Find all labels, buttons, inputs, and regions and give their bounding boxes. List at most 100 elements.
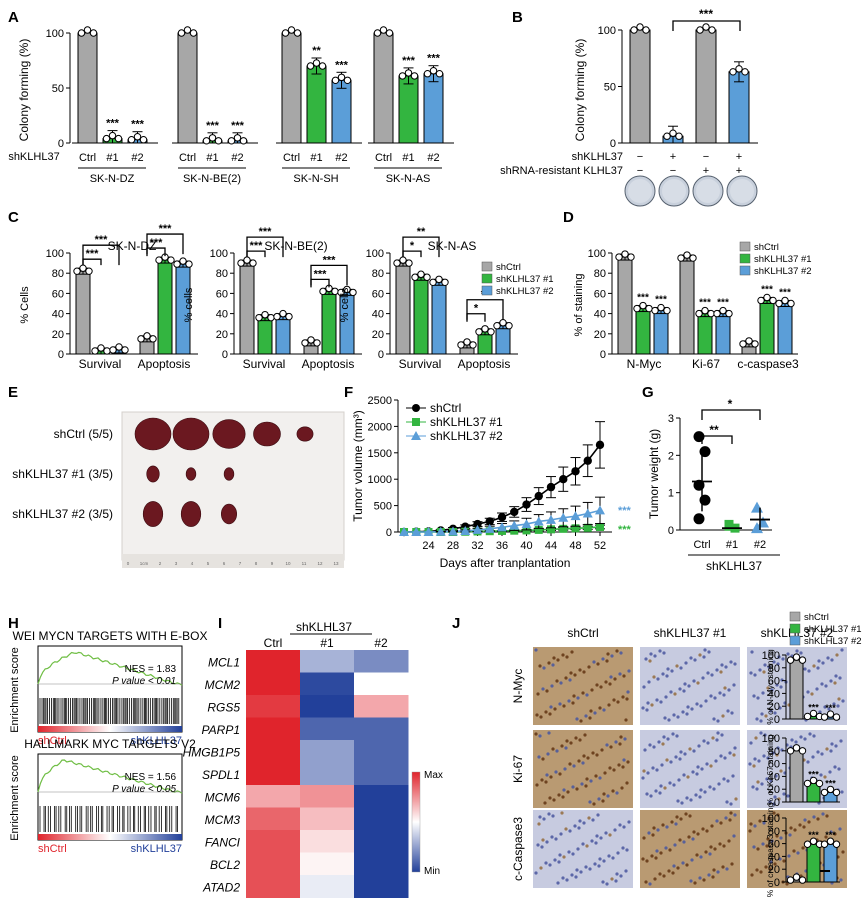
- panel-a-tick: #2: [335, 152, 347, 164]
- ihc-nucleus: [541, 757, 545, 761]
- ihc-nucleus: [575, 787, 579, 791]
- ihc-nucleus: [696, 681, 700, 685]
- ihc-nucleus: [793, 828, 797, 832]
- ihc-nucleus: [552, 656, 556, 660]
- colony-dish-inner: [628, 179, 652, 203]
- ihc-nucleus: [715, 668, 719, 672]
- ihc-nucleus: [577, 759, 581, 763]
- ihc-nucleus: [778, 857, 782, 861]
- ihc-nucleus: [840, 790, 844, 794]
- ihc-nucleus: [616, 851, 620, 855]
- ihc-bar-sig: ***: [808, 769, 819, 779]
- panel-d-bar: [715, 313, 731, 355]
- panel-j-legend-swatch: [789, 611, 801, 622]
- panel-d-y-tick-label: 60: [594, 288, 606, 300]
- ihc-nucleus: [707, 873, 711, 877]
- ihc-nucleus: [625, 848, 629, 852]
- ihc-nucleus: [766, 837, 770, 841]
- ihc-nucleus: [758, 819, 762, 823]
- panel-f-point: [546, 482, 556, 492]
- gsea-frame: [37, 645, 183, 733]
- ihc-nucleus: [782, 792, 786, 796]
- gsea-nes: NES = 1.56: [125, 772, 177, 783]
- ihc-nucleus: [572, 764, 576, 768]
- ihc-nucleus: [715, 738, 719, 742]
- ihc-nucleus: [605, 659, 609, 663]
- panel-f-point: [399, 527, 409, 536]
- ihc-nucleus: [708, 785, 712, 789]
- ihc-nucleus: [834, 674, 838, 678]
- panel-d-point: [769, 296, 777, 305]
- panel-d-bar: [653, 310, 669, 355]
- ihc-nucleus: [748, 829, 752, 833]
- ihc-nucleus: [572, 694, 576, 698]
- panel-c-point: [319, 287, 327, 296]
- panel-d-sig: ***: [779, 288, 791, 299]
- ihc-nucleus: [676, 715, 680, 719]
- ihc-bar-ylabel: % of c-caspase3 staining: [765, 802, 775, 897]
- panel-c-legend-swatch: [481, 285, 493, 296]
- panel-a-point: [202, 137, 211, 145]
- panel-a-point: [312, 59, 321, 67]
- panel-d-point: [745, 337, 753, 345]
- ihc-nucleus: [649, 652, 653, 656]
- ihc-nucleus: [584, 784, 588, 788]
- heatmap-scale-min: Min: [424, 866, 440, 877]
- ihc-nucleus: [556, 658, 560, 662]
- ihc-nucleus: [589, 779, 593, 783]
- panel-c-point: [337, 288, 345, 297]
- panel-g-sig: *: [728, 397, 733, 411]
- ihc-nucleus: [755, 868, 759, 872]
- gsea-pvalue: P value < 0.01: [112, 676, 176, 687]
- ihc-bar-y-tick-label: 60: [768, 759, 780, 771]
- panel-f-point: [595, 505, 605, 515]
- ihc-nucleus: [672, 713, 676, 717]
- heatmap-gene: PARP1: [202, 723, 240, 737]
- panel-c-sig: ***: [314, 268, 328, 280]
- ihc-nucleus: [806, 760, 810, 764]
- ihc-bar-y-tick-label: 20: [768, 784, 780, 796]
- ihc-nucleus: [565, 655, 569, 659]
- ihc-nucleus: [568, 829, 572, 833]
- panel-f-x-tick-label: 44: [545, 540, 557, 552]
- ihc-nucleus: [608, 766, 612, 770]
- panel-c-y-tick-label: 0: [378, 349, 384, 361]
- heatmap-cell: [354, 807, 409, 831]
- ihc-bar-point: [786, 747, 795, 755]
- ihc-nucleus: [829, 749, 833, 753]
- ihc-nucleus: [659, 784, 663, 788]
- panel-a-point: [398, 72, 407, 80]
- ihc-nucleus: [642, 836, 646, 840]
- ihc-bar: [806, 843, 821, 883]
- ihc-nucleus: [571, 701, 575, 705]
- ihc-nucleus: [696, 765, 700, 769]
- panel-c-bar: [275, 316, 291, 355]
- ihc-nucleus: [725, 800, 729, 804]
- ihc-nucleus: [695, 772, 699, 776]
- ihc-nucleus: [586, 756, 590, 760]
- ihc-nucleus: [713, 847, 717, 851]
- ihc-nucleus: [828, 770, 832, 774]
- ihc-nucleus: [568, 762, 572, 766]
- ihc-bar-y-tick-label: 80: [768, 746, 780, 758]
- ihc-nucleus: [662, 735, 666, 739]
- panel-g-y-tick-label: 3: [668, 413, 674, 425]
- panel-a-point: [373, 29, 382, 37]
- ihc-nucleus: [833, 765, 837, 769]
- ihc-nucleus: [569, 671, 573, 675]
- heatmap-gene: BCL2: [210, 858, 240, 872]
- panel-f-sig: ***: [618, 505, 632, 517]
- ihc-nucleus: [678, 838, 682, 842]
- panel-f-point: [510, 507, 519, 517]
- ihc-nucleus: [679, 750, 683, 754]
- ihc-nucleus: [762, 754, 766, 758]
- panel-c-y-tick-label: 0: [222, 349, 228, 361]
- ihc-nucleus: [705, 829, 709, 833]
- ihc-nucleus: [667, 869, 671, 873]
- panel-b-row-label: shKLHL37: [572, 151, 623, 163]
- ihc-nucleus: [776, 746, 780, 750]
- ihc-nucleus: [584, 865, 588, 869]
- panel-c-point: [173, 260, 181, 268]
- panel-c-sig: **: [417, 226, 426, 238]
- panel-c-y-tick-label: 60: [216, 288, 228, 300]
